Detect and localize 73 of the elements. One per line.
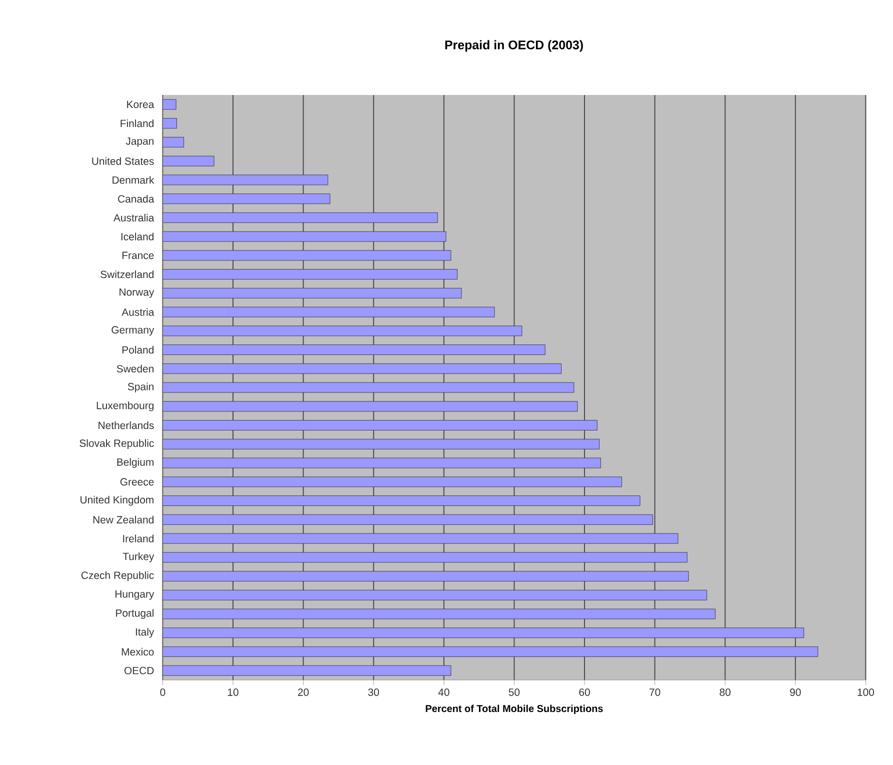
y-tick-label: Netherlands — [98, 421, 154, 430]
bar — [162, 174, 328, 186]
bar — [162, 212, 438, 223]
bar — [162, 665, 452, 676]
x-tick-label: 90 — [790, 688, 801, 696]
y-tick-label: Switzerland — [100, 270, 154, 278]
x-tick-label: 70 — [650, 688, 660, 696]
y-tick-label: Greece — [120, 478, 154, 486]
chart-title: Prepaid in OECD (2003) — [445, 40, 583, 52]
y-tick-label: United States — [92, 157, 154, 165]
bar — [162, 608, 716, 620]
bar — [162, 194, 330, 204]
y-tick-label: Turkey — [122, 552, 154, 562]
x-tick-label: 60 — [579, 688, 590, 696]
y-tick-label: Denmark — [112, 176, 154, 184]
y-tick-label: Japan — [126, 138, 154, 147]
x-tick-label: 20 — [298, 688, 309, 696]
x-tick-label: 100 — [858, 688, 874, 696]
bar — [162, 458, 601, 468]
bar — [162, 326, 522, 336]
x-tick-label: 30 — [368, 688, 380, 696]
bar — [162, 590, 708, 600]
y-tick-label: Mexico — [122, 648, 154, 656]
bar — [162, 250, 452, 261]
x-tick-label: 40 — [438, 688, 450, 696]
y-tick-label: Iceland — [121, 232, 154, 240]
y-tick-label: Luxembourg — [96, 402, 154, 412]
bar — [162, 420, 598, 430]
bar — [162, 269, 458, 280]
bar — [162, 571, 689, 582]
bar — [162, 476, 622, 488]
bar — [162, 306, 495, 318]
y-tick-label: Germany — [112, 326, 154, 336]
y-tick-label: Italy — [136, 628, 154, 638]
x-tick-label: 80 — [720, 688, 731, 696]
bar — [162, 646, 818, 657]
y-tick-label: United Kingdom — [80, 496, 154, 506]
y-tick-label: Sweden — [116, 364, 154, 372]
x-tick-label: 50 — [508, 688, 520, 696]
bar — [162, 344, 546, 355]
y-tick-label: Korea — [127, 100, 154, 108]
y-tick-label: Belgium — [117, 458, 154, 468]
y-tick-label: Norway — [120, 288, 154, 298]
bar — [162, 552, 688, 563]
bar — [162, 401, 578, 412]
y-tick-label: France — [122, 252, 154, 260]
bar — [162, 136, 184, 148]
y-tick-label: Poland — [122, 346, 154, 354]
bar — [162, 288, 462, 298]
y-tick-label: Hungary — [116, 590, 154, 600]
bar — [162, 231, 446, 242]
y-tick-label: Czech Republic — [81, 571, 154, 582]
bar — [162, 628, 804, 638]
y-tick-label: Finland — [120, 119, 154, 128]
y-tick-label: Australia — [113, 214, 154, 222]
bar — [162, 514, 653, 525]
y-tick-label: Spain — [128, 382, 154, 392]
x-tick-label: 10 — [228, 688, 238, 696]
bar — [162, 118, 177, 129]
bar — [162, 382, 574, 393]
bar — [162, 496, 640, 506]
y-tick-label: Portugal — [116, 609, 154, 619]
y-tick-label: Ireland — [123, 534, 154, 542]
x-axis-title: Percent of Total Mobile Subscriptions — [426, 704, 603, 714]
y-tick-label: New Zealand — [93, 516, 154, 524]
x-tick-label: 0 — [160, 688, 166, 696]
bar — [162, 533, 678, 544]
y-tick-label: OECD — [124, 666, 154, 674]
bar — [162, 438, 600, 450]
y-tick-label: Canada — [118, 194, 154, 203]
y-tick-label: Austria — [122, 308, 154, 316]
bar — [162, 363, 562, 374]
y-tick-label: Slovak Republic — [80, 439, 154, 449]
